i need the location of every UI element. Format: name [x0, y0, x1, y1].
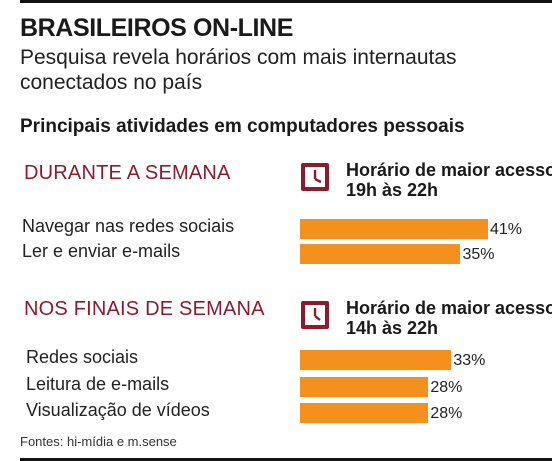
peak-time-weekend: 14h às 22h: [346, 318, 439, 338]
bar: [300, 350, 452, 370]
group-title-weekday: DURANTE A SEMANA: [24, 162, 231, 184]
section-title: Principais atividades em computadores pe…: [20, 116, 465, 137]
bar: [300, 219, 488, 239]
clock-icon: [301, 163, 329, 191]
subtitle-line-1: Pesquisa revela horários com mais intern…: [20, 46, 457, 69]
peak-label-weekday: Horário de maior acesso: [346, 160, 552, 180]
bar: [300, 377, 429, 397]
bar: [300, 244, 461, 264]
category-label: Redes sociais: [26, 347, 139, 367]
value-label: 35%: [462, 246, 495, 263]
peak-label-weekend: Horário de maior acesso: [346, 298, 552, 318]
group-title-weekend: NOS FINAIS DE SEMANA: [24, 298, 265, 320]
value-label: 28%: [430, 379, 463, 396]
peak-time-weekday: 19h às 22h: [346, 180, 439, 200]
category-label: Navegar nas redes sociais: [22, 216, 235, 236]
bottom-rule: [20, 458, 552, 461]
value-label: 41%: [490, 221, 523, 238]
source-note: Fontes: hi-mídia e m.sense: [20, 434, 177, 449]
value-label: 33%: [453, 352, 486, 369]
value-label: 28%: [430, 405, 463, 422]
clock-icon: [301, 301, 329, 329]
page-title: BRASILEIROS ON-LINE: [20, 14, 293, 42]
category-label: Leitura de e-mails: [26, 374, 170, 394]
bar: [300, 403, 429, 423]
category-label: Visualização de vídeos: [26, 400, 210, 420]
category-label: Ler e enviar e-mails: [22, 241, 181, 261]
subtitle-line-2: conectados no país: [20, 71, 203, 94]
top-rule: [20, 0, 552, 3]
